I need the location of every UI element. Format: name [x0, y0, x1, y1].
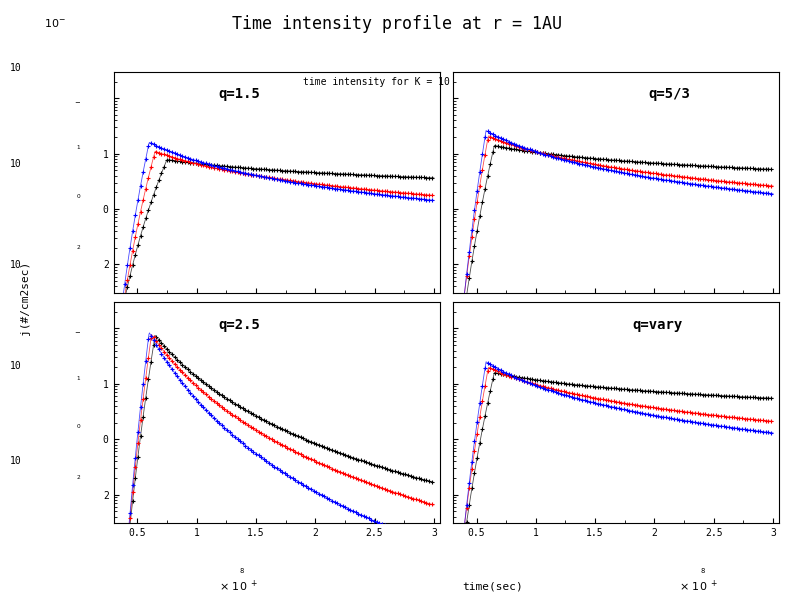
Text: q=5/3: q=5/3	[649, 87, 691, 101]
Text: $^{1}$: $^{1}$	[75, 145, 81, 154]
Text: 10: 10	[10, 64, 21, 73]
Text: q=vary: q=vary	[632, 318, 683, 331]
Text: $^{0}$: $^{0}$	[75, 424, 81, 433]
Text: time(sec): time(sec)	[462, 581, 522, 591]
Text: 10: 10	[10, 159, 21, 168]
Text: $^8$: $^8$	[700, 568, 706, 578]
Text: $\times\ 10^{\ +}$: $\times\ 10^{\ +}$	[680, 578, 718, 594]
Text: $^8$: $^8$	[239, 568, 245, 578]
Text: time intensity for K = 10 MeV: time intensity for K = 10 MeV	[303, 77, 473, 87]
Text: $10^{-}$: $10^{-}$	[44, 17, 66, 29]
Text: $^{-}$: $^{-}$	[74, 330, 81, 340]
Text: q=1.5: q=1.5	[218, 87, 260, 101]
Text: 10: 10	[10, 361, 21, 371]
Text: $^{2}$: $^{2}$	[75, 475, 81, 484]
Text: $\times\ 10^{\ +}$: $\times\ 10^{\ +}$	[219, 578, 257, 594]
Text: $^{-}$: $^{-}$	[74, 100, 81, 110]
Text: $^{2}$: $^{2}$	[75, 245, 81, 253]
Text: j(#/cm2sec): j(#/cm2sec)	[20, 261, 30, 334]
Text: Time intensity profile at r = 1AU: Time intensity profile at r = 1AU	[232, 15, 562, 33]
Text: $^{0}$: $^{0}$	[75, 193, 81, 202]
Text: 10: 10	[10, 260, 21, 270]
Text: 10: 10	[10, 456, 21, 466]
Text: $^{1}$: $^{1}$	[75, 375, 81, 384]
Text: q=2.5: q=2.5	[218, 318, 260, 331]
